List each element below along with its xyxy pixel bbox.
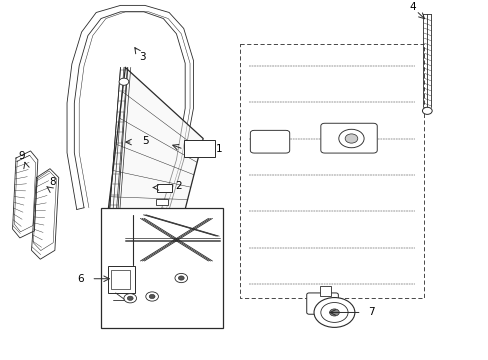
Text: 1: 1 <box>216 144 222 154</box>
Circle shape <box>338 129 364 148</box>
Text: 5: 5 <box>142 136 149 147</box>
Text: 8: 8 <box>49 177 56 187</box>
Bar <box>131 217 143 223</box>
Circle shape <box>145 292 158 301</box>
Circle shape <box>123 294 136 303</box>
Circle shape <box>313 298 354 327</box>
Circle shape <box>149 294 155 298</box>
Bar <box>157 184 171 192</box>
Text: 4: 4 <box>408 2 415 12</box>
Circle shape <box>175 273 187 283</box>
Circle shape <box>119 78 128 85</box>
Polygon shape <box>31 169 59 259</box>
Bar <box>319 286 330 296</box>
Text: 3: 3 <box>139 52 145 62</box>
Bar <box>156 198 167 205</box>
Bar <box>183 140 215 157</box>
FancyBboxPatch shape <box>306 293 338 314</box>
FancyBboxPatch shape <box>250 130 289 153</box>
Text: 6: 6 <box>77 274 84 284</box>
Circle shape <box>329 309 339 316</box>
Circle shape <box>178 276 184 280</box>
Polygon shape <box>106 68 203 229</box>
FancyBboxPatch shape <box>320 123 376 153</box>
Circle shape <box>127 296 133 300</box>
Text: 9: 9 <box>19 151 25 161</box>
Bar <box>111 270 130 289</box>
Polygon shape <box>13 151 38 238</box>
Bar <box>108 266 135 293</box>
Bar <box>101 208 222 328</box>
Text: 2: 2 <box>175 181 182 191</box>
Circle shape <box>422 107 431 114</box>
Circle shape <box>320 302 347 323</box>
Circle shape <box>345 134 357 143</box>
Text: 7: 7 <box>368 307 374 317</box>
